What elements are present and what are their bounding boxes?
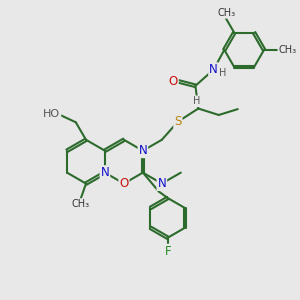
Text: CH₃: CH₃ [217, 8, 235, 18]
Text: N: N [139, 144, 147, 157]
Text: S: S [174, 115, 182, 128]
Text: CH₃: CH₃ [278, 45, 296, 55]
Text: O: O [169, 75, 178, 88]
Text: F: F [164, 245, 171, 258]
Text: O: O [119, 177, 128, 190]
Text: N: N [158, 177, 166, 190]
Text: N: N [100, 166, 109, 179]
Text: H: H [219, 68, 226, 78]
Text: CH₃: CH₃ [72, 199, 90, 209]
Text: N: N [209, 63, 218, 76]
Text: HO: HO [43, 109, 60, 119]
Text: H: H [193, 96, 201, 106]
